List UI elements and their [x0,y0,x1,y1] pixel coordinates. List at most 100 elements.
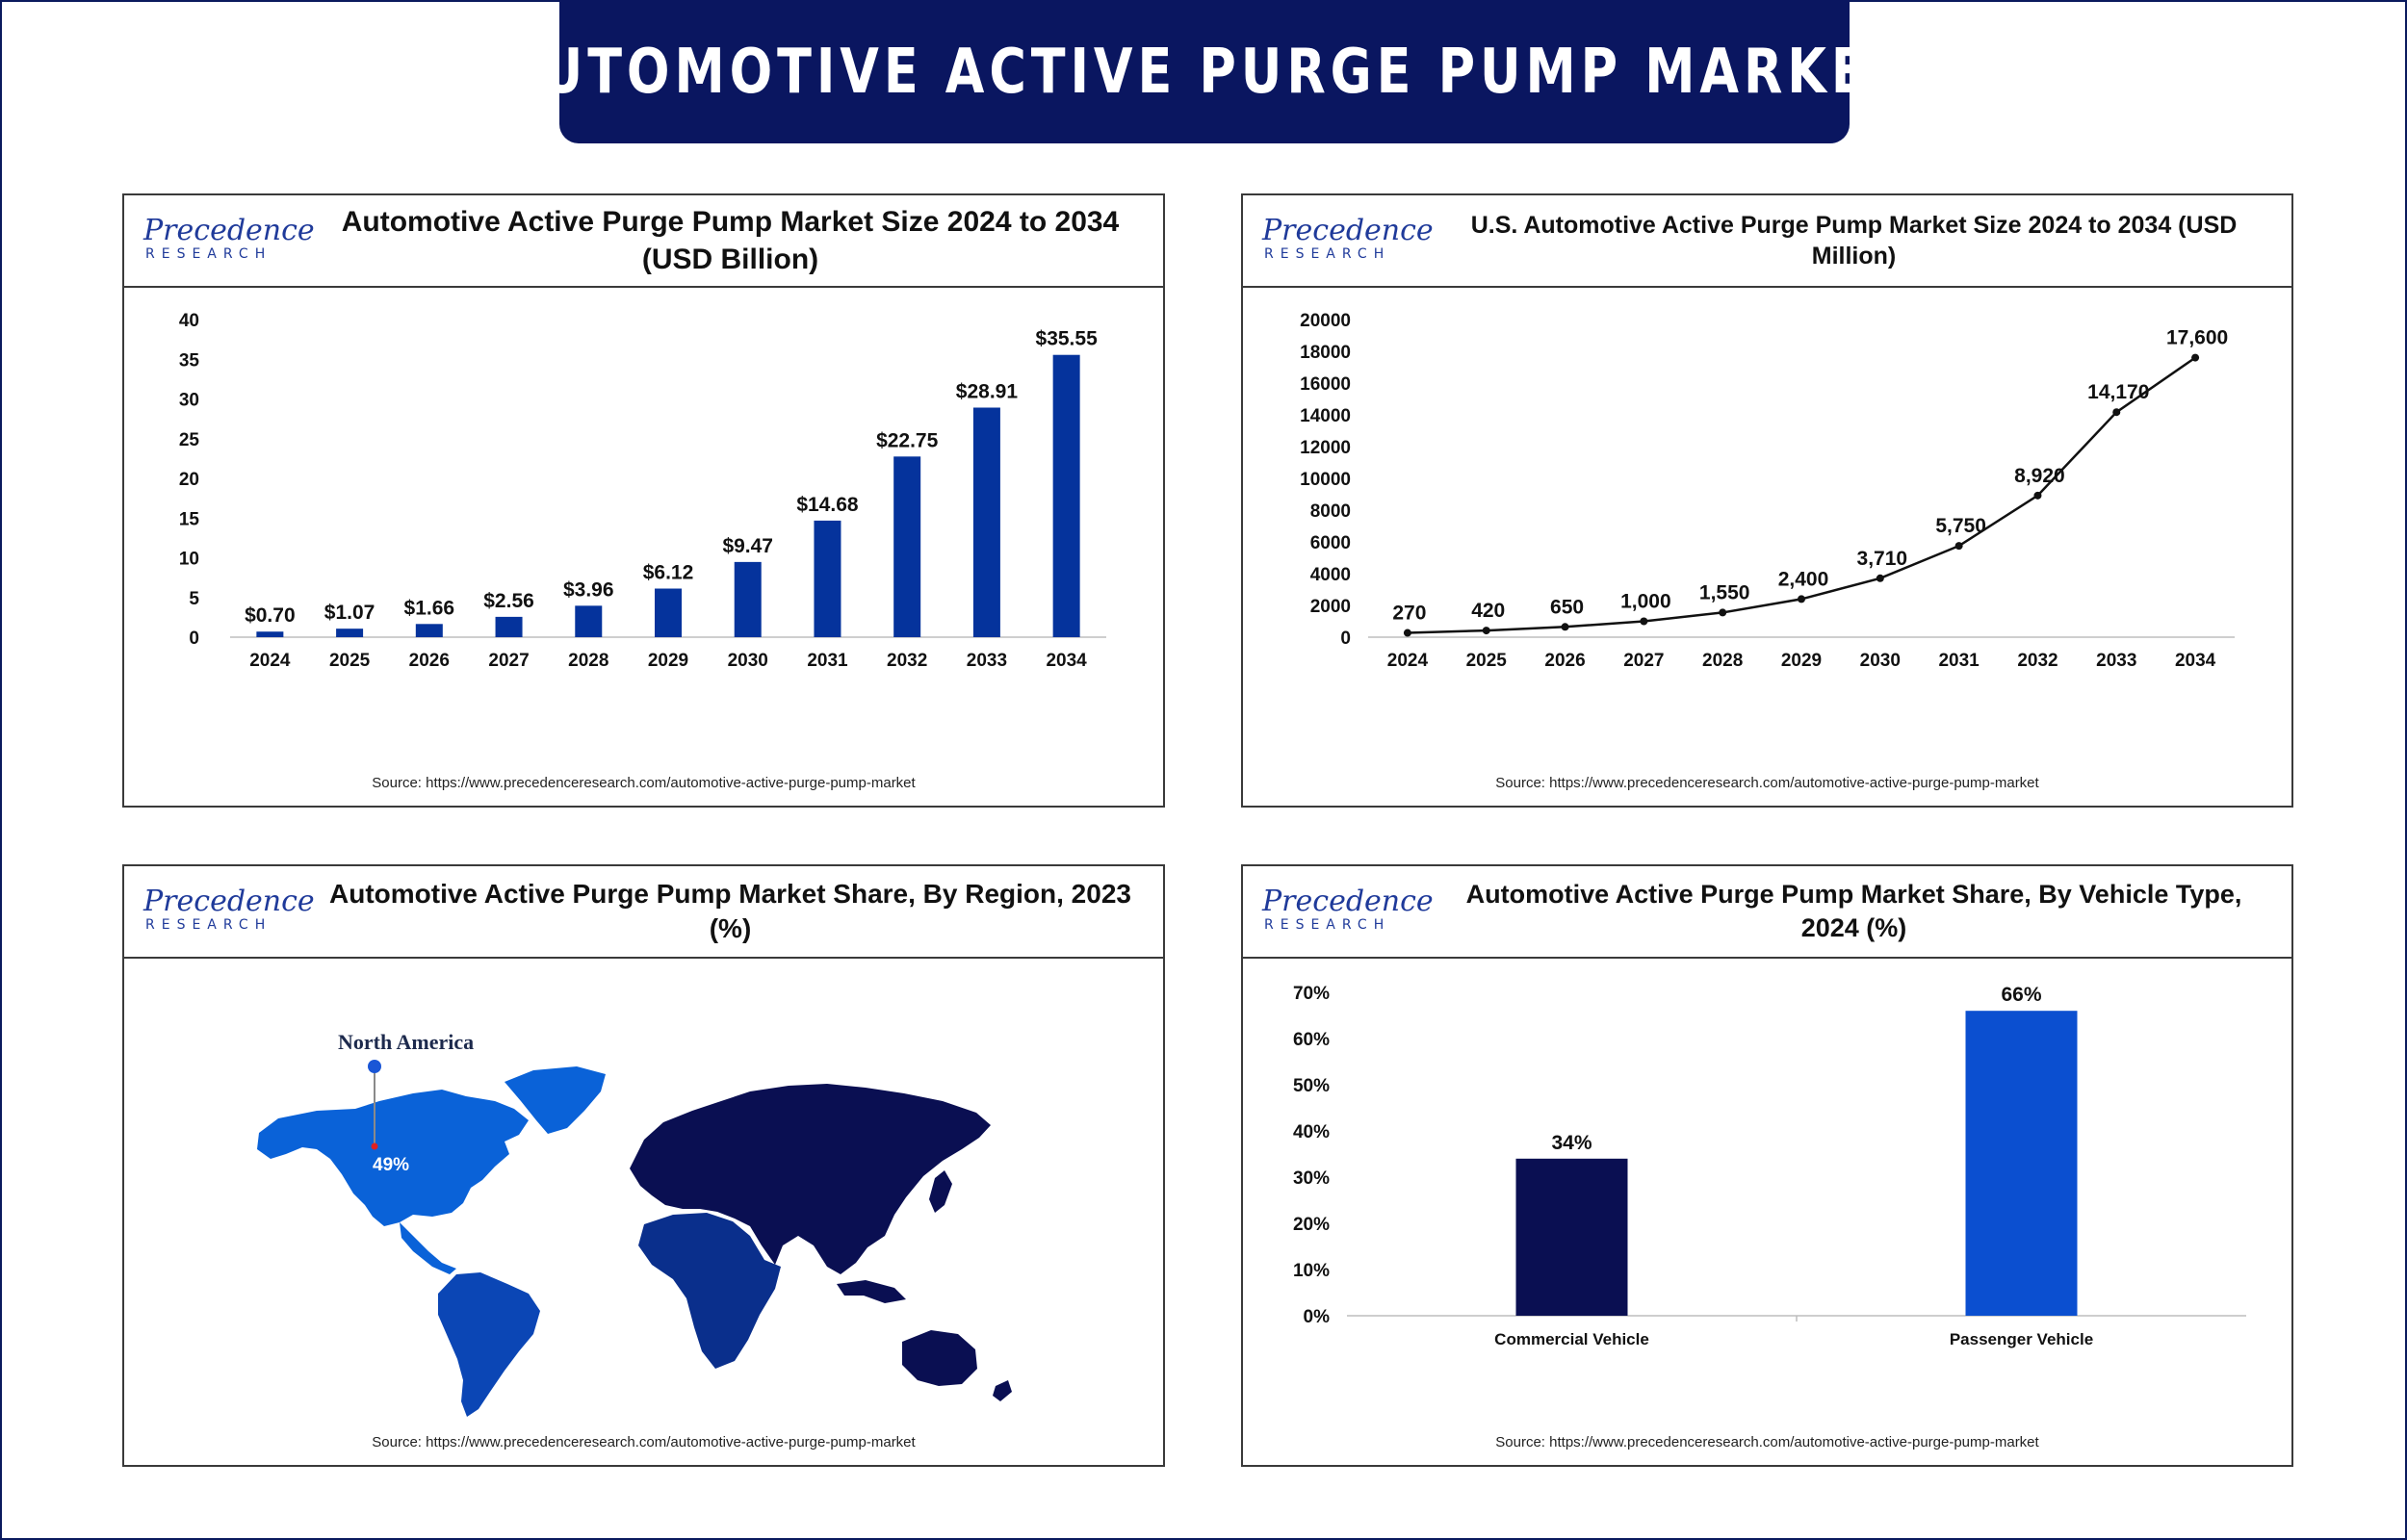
world-map: North America 49% [257,1030,1012,1417]
data-label: 1,550 [1699,581,1750,603]
data-label: $6.12 [643,562,694,584]
data-label: $14.68 [796,494,859,516]
panel-title-line1: Automotive Active Purge Pump Market Shar… [1465,879,2242,909]
source-text: Source: https://www.precedenceresearch.c… [372,1434,916,1450]
precedence-logo: Precedence RESEARCH [143,214,315,265]
y-tick-label: 20% [1293,1215,1330,1235]
panel-header: Precedence RESEARCH U.S. Automotive Acti… [1243,195,2291,288]
bar [256,631,284,637]
data-label: 3,710 [1857,548,1908,570]
map-australia [902,1330,977,1386]
bar [1965,1011,2078,1316]
map-latin-america [438,1272,540,1417]
x-tick-label: 2025 [1466,651,1508,671]
bar [1052,354,1080,637]
y-tick-label: 30 [179,391,199,411]
data-point [1798,595,1805,603]
bar [1515,1158,1628,1316]
bar [336,629,364,637]
y-tick-label: 10 [179,550,199,570]
x-tick-label: 2030 [1860,651,1901,671]
data-point [2191,353,2200,362]
data-label: 34% [1551,1132,1592,1154]
bar [575,605,603,637]
data-point [1640,617,1648,626]
logo-bottom: RESEARCH [145,246,272,262]
map-central-america [400,1222,456,1274]
panel-title: Automotive Active Purge Pump Market Size… [317,195,1144,286]
x-tick-label: 2028 [1702,651,1743,671]
logo-bottom: RESEARCH [1264,917,1391,933]
logo-top: Precedence [143,214,315,247]
y-tick-label: 10% [1293,1261,1330,1281]
x-tick-label: Commercial Vehicle [1494,1330,1649,1348]
vehicle-type-chart: 0% 10% 20% 30% 40% 50% 60% 70% 34% Commercial Veh… [1293,984,2246,1348]
us-market-panel: Precedence RESEARCH U.S. Automotive Acti… [1241,193,2293,808]
data-label: $22.75 [876,429,939,451]
map-north-america [257,1090,529,1226]
y-tick-label: 0 [1340,629,1351,649]
logo-top: Precedence [1262,214,1434,247]
data-point [1482,627,1490,635]
map-new-zealand [993,1380,1012,1401]
data-label: 1,000 [1620,591,1671,613]
x-tick-label: 2024 [1387,651,1429,671]
map-japan [929,1170,952,1213]
panel-title-line1: Automotive Active Purge Pump Market Size… [341,206,1120,238]
y-tick-label: 10000 [1300,470,1351,490]
precedence-logo: Precedence RESEARCH [1262,887,1434,936]
data-label: 14,170 [2087,381,2149,403]
x-tick-label: 2030 [728,651,768,671]
market-size-panel: Precedence RESEARCH Automotive Active Pu… [122,193,1165,808]
panel-title-line2: (USD Billion) [641,244,819,275]
y-tick-label: 5 [189,589,199,609]
panel-title: Automotive Active Purge Pump Market Shar… [1436,866,2272,957]
bar [495,616,523,637]
x-tick-label: Passenger Vehicle [1950,1330,2093,1348]
x-tick-label: 2033 [2096,651,2136,671]
map-africa [638,1213,781,1369]
series-line [1407,356,2196,634]
data-label: $1.07 [324,602,375,624]
y-tick-label: 12000 [1300,438,1351,458]
precedence-logo: Precedence RESEARCH [1262,214,1434,265]
source-text: Source: https://www.precedenceresearch.c… [1495,775,2039,791]
y-tick-label: 50% [1293,1076,1330,1096]
data-label: 17,600 [2166,327,2228,349]
bar [893,456,921,637]
y-tick-label: 16000 [1300,374,1351,395]
data-label: 420 [1471,600,1505,622]
panel-header: Precedence RESEARCH Automotive Active Pu… [124,866,1163,959]
x-tick-label: 2031 [807,651,848,671]
callout-dot [371,1142,378,1150]
logo-top: Precedence [143,885,315,918]
bar [734,561,762,637]
callout-marker [368,1060,381,1073]
data-point [1719,608,1727,617]
data-label: $35.55 [1036,328,1099,350]
y-tick-label: 0% [1304,1307,1331,1327]
map-europe-asia [630,1084,991,1274]
x-tick-label: 2032 [2017,651,2058,671]
y-tick-label: 18000 [1300,343,1351,363]
y-tick-label: 2000 [1310,597,1351,617]
x-tick-label: 2027 [1623,651,1664,671]
map-se-asia [837,1280,906,1303]
bar [814,520,841,637]
data-point [2112,408,2121,417]
data-label: 2,400 [1778,568,1829,590]
x-tick-label: 2034 [1046,651,1087,671]
us-market-chart: 0 2000 4000 6000 8000 10000 12000 14000 16000 180… [1300,311,2235,671]
region-name-label: North America [338,1030,474,1054]
region-panel: Precedence RESEARCH Automotive Active Pu… [122,864,1165,1467]
x-tick-label: 2025 [329,651,371,671]
y-tick-label: 20000 [1300,311,1351,331]
y-tick-label: 0 [189,629,199,649]
x-tick-label: 2024 [249,651,291,671]
panel-title: Automotive Active Purge Pump Market Shar… [329,878,1131,943]
data-point [1876,574,1884,582]
y-tick-label: 4000 [1310,565,1351,585]
data-label: 650 [1550,596,1584,618]
data-label: $0.70 [245,604,296,627]
data-label: 8,920 [2014,465,2065,487]
